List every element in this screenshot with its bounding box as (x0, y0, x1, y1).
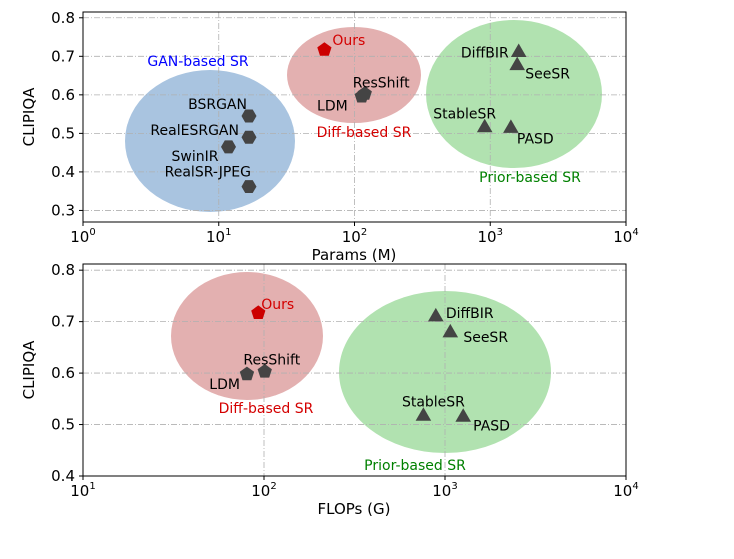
y-axis-label: CLIPIQA (20, 87, 38, 147)
x-tick-label: 104 (613, 227, 638, 246)
y-tick-label: 0.4 (51, 163, 75, 181)
point-label: Ours (261, 297, 294, 313)
point-label: ResShift (243, 353, 300, 369)
x-tick-exponent: 1 (225, 227, 231, 238)
x-tick-base: 10 (342, 228, 361, 246)
y-tick-label: 0.5 (51, 416, 75, 434)
y-tick-label: 0.7 (51, 313, 75, 331)
x-tick-exponent: 3 (497, 227, 503, 238)
point-label: RealSR-JPEG (165, 165, 251, 181)
pentagon-marker (239, 366, 255, 381)
point-label: DiffBIR (461, 46, 509, 62)
x-tick-base: 10 (70, 482, 89, 500)
point-label: SwinIR (172, 149, 219, 165)
point-label: DiffBIR (446, 306, 494, 322)
point-label: StableSR (433, 107, 496, 123)
point-label: SeeSR (463, 330, 508, 346)
point-label: StableSR (402, 394, 465, 410)
point-label: LDM (317, 98, 348, 114)
x-tick-exponent: 1 (89, 481, 95, 492)
region-ellipse (125, 70, 295, 212)
point-label: BSRGAN (188, 97, 247, 113)
y-tick-label: 0.5 (51, 124, 75, 142)
point-label: RealESRGAN (150, 123, 239, 139)
group-label: GAN-based SR (147, 54, 249, 70)
chart-panel-1: GAN-based SR Diff-based SR Prior-based SR O… (20, 9, 639, 264)
group-label: Diff-based SR (317, 125, 412, 141)
group-label: Prior-based SR (364, 458, 466, 474)
x-tick-exponent: 4 (632, 227, 638, 238)
triangle-marker (455, 408, 471, 422)
triangle-marker (476, 118, 493, 133)
point-label: PASD (473, 418, 510, 434)
x-tick-label: 103 (432, 481, 457, 500)
x-tick-base: 10 (478, 228, 497, 246)
grid (83, 12, 626, 222)
y-tick-label: 0.8 (51, 261, 75, 279)
x-axis-label: Params (M) (312, 246, 397, 264)
triangle-marker (510, 43, 527, 57)
x-tick-label: 103 (478, 227, 503, 246)
pentagon-marker (317, 42, 332, 56)
x-tick-base: 10 (70, 228, 89, 246)
x-tick-label: 102 (251, 481, 276, 500)
hexagon-marker (241, 109, 257, 123)
x-tick-exponent: 2 (361, 227, 367, 238)
x-tick-base: 10 (251, 482, 270, 500)
group-label: Prior-based SR (479, 170, 581, 186)
x-tick-base: 10 (206, 228, 225, 246)
y-tick-label: 0.6 (51, 364, 75, 382)
y-tick-label: 0.6 (51, 86, 75, 104)
x-tick-label: 104 (613, 481, 638, 500)
chart-panel-2: Diff-based SR Prior-based SR Ours LDMResShi… (20, 261, 639, 518)
point-label: ResShift (353, 76, 410, 92)
x-axis-label: FLOPs (G) (318, 500, 391, 518)
point-label: LDM (209, 377, 240, 393)
y-tick-label: 0.7 (51, 47, 75, 65)
point-label: PASD (517, 131, 554, 147)
hexagon-marker (221, 140, 236, 154)
point-label: Ours (332, 33, 365, 49)
group-label: Diff-based SR (219, 401, 314, 417)
y-axis-label: CLIPIQA (20, 340, 38, 400)
hexagon-marker (241, 180, 257, 193)
x-tick-base: 10 (613, 482, 632, 500)
x-tick-base: 10 (613, 228, 632, 246)
pentagon-marker (251, 305, 266, 319)
x-tick-exponent: 2 (270, 481, 276, 492)
triangle-marker (503, 119, 519, 133)
pentagon-marker (257, 364, 272, 378)
axes-frame (82, 263, 627, 477)
region-ellipse (426, 20, 602, 168)
x-tick-label: 101 (206, 227, 231, 246)
triangle-marker (442, 323, 459, 338)
region-ellipse (171, 272, 323, 400)
pentagon-marker (357, 86, 372, 100)
point-label: SeeSR (525, 67, 570, 83)
triangle-marker (428, 307, 444, 322)
triangle-marker (415, 407, 432, 421)
x-tick-exponent: 4 (632, 481, 638, 492)
x-tick-exponent: 3 (451, 481, 457, 492)
x-tick-label: 100 (70, 227, 95, 246)
triangle-marker (509, 56, 525, 71)
x-tick-label: 102 (342, 227, 367, 246)
hexagon-marker (241, 130, 257, 144)
x-tick-base: 10 (432, 482, 451, 500)
y-tick-label: 0.8 (51, 9, 75, 27)
y-tick-label: 0.3 (51, 201, 75, 219)
x-tick-label: 101 (70, 481, 95, 500)
y-tick-label: 0.4 (51, 467, 75, 485)
x-tick-exponent: 0 (89, 227, 95, 238)
